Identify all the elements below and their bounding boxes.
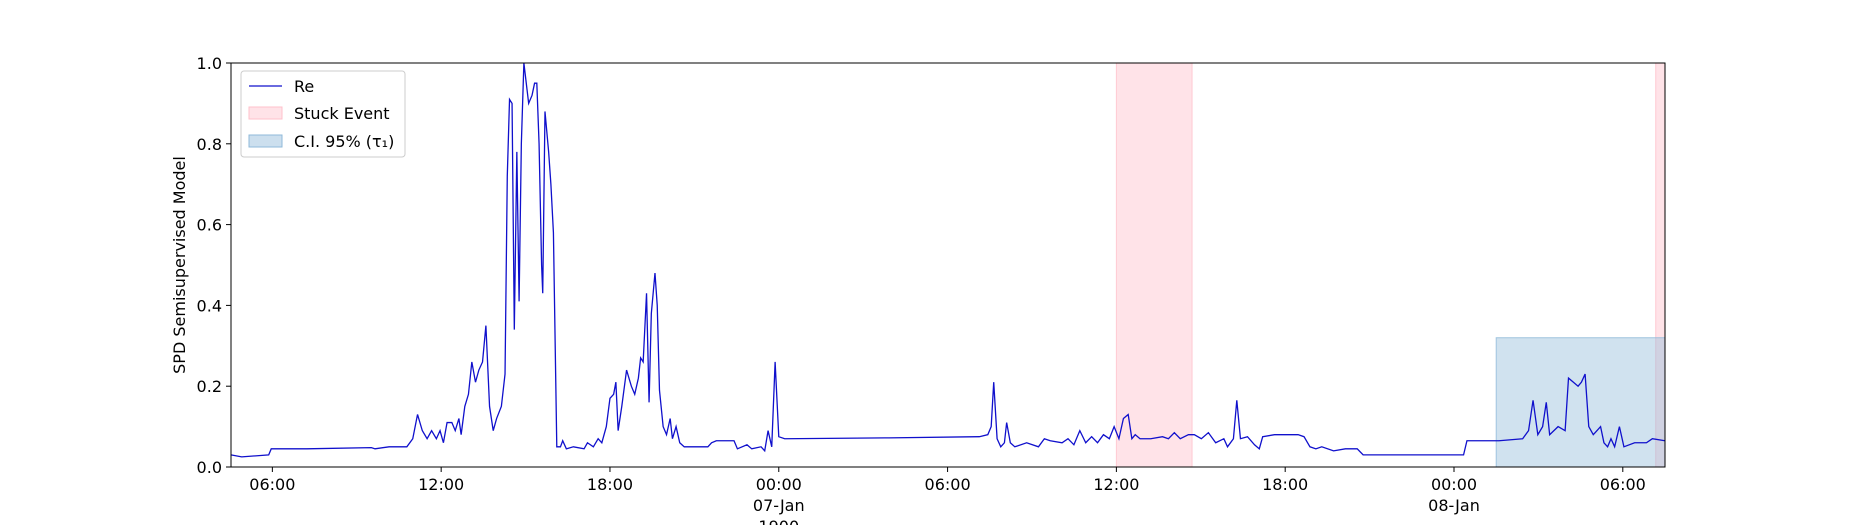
legend-label: Stuck Event: [294, 104, 390, 123]
x-tick-label: 06:00: [1600, 475, 1646, 494]
x-tick-label: 18:00: [587, 475, 633, 494]
legend-label: Re: [294, 77, 314, 96]
y-axis-label: SPD Semisupervised Model: [170, 156, 189, 374]
legend-swatch: [248, 134, 283, 148]
x-tick-label: 12:00: [418, 475, 464, 494]
legend-swatch: [248, 106, 283, 120]
y-tick-label: 0.0: [197, 458, 222, 477]
plot-frame: [230, 62, 1666, 468]
y-tick-label: 0.2: [197, 377, 222, 396]
shaded-span: [1115, 62, 1193, 468]
x-tick-label: 06:00: [925, 475, 971, 494]
y-tick-label: 0.8: [197, 135, 222, 154]
y-tick-label: 1.0: [197, 54, 222, 73]
x-tick-label: 18:00: [1262, 475, 1308, 494]
data-line: [230, 62, 1666, 458]
legend-label: C.I. 95% (τ₁): [294, 132, 394, 151]
y-tick-label: 0.6: [197, 216, 222, 235]
x-tick-label: 00:00 08-Jan: [1428, 475, 1480, 515]
x-tick-label: 06:00: [249, 475, 295, 494]
x-tick-label: 12:00: [1093, 475, 1139, 494]
y-tick-label: 0.4: [197, 296, 222, 315]
legend: Re Stuck Event C.I. 95% (τ₁): [240, 70, 406, 158]
shaded-span: [1495, 337, 1666, 468]
